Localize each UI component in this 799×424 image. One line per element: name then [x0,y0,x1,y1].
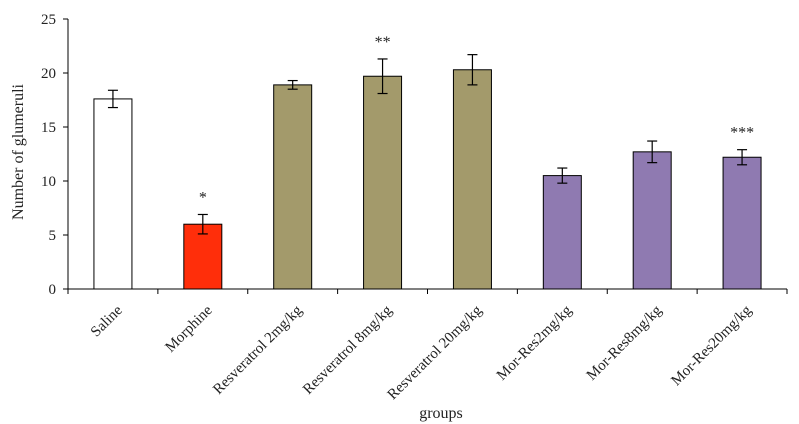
significance-marker: ** [375,34,391,51]
error-bar [647,140,658,164]
bars [93,69,762,290]
error-bars [107,54,748,235]
x-tick-label: Resveratrol 2mg/kg [210,302,306,398]
y-tick-label: 15 [41,120,56,136]
error-bar [377,58,388,95]
x-tick-label: Morphine [162,302,215,355]
bar [722,156,762,290]
significance-marker: *** [730,125,754,142]
x-tick-label: Resveratrol 20mg/kg [385,302,486,403]
y-tick-label: 0 [49,282,57,298]
error-bar [467,54,478,86]
x-axis-title: groups [419,405,463,422]
bar [273,84,313,290]
y-axis-title: Number of glumeruli [10,83,27,220]
x-tick-label: Resveratrol 8mg/kg [300,302,396,398]
significance-marker: * [199,189,207,206]
bar [452,69,492,290]
bar [93,98,133,290]
error-bar [737,149,748,166]
bar [363,75,403,290]
bar [632,151,672,290]
bar [542,175,582,290]
x-tick-label: Mor-Res2mg/kg [494,302,576,384]
significance-markers: ****** [199,34,754,207]
y-tick-label: 10 [41,174,56,190]
x-tick-label: Mor-Res20mg/kg [668,302,755,389]
y-tick-label: 20 [41,66,56,82]
error-bar [107,89,118,109]
y-tick-label: 5 [49,228,57,244]
error-bar [197,213,208,235]
error-bar [287,79,298,90]
x-tick-label: Saline [88,302,126,340]
error-bar [557,167,568,184]
bar [183,223,223,290]
y-ticks: 0 5 10 15 20 25 [41,12,788,298]
y-tick-label: 25 [41,12,56,28]
x-tick-label: Mor-Res8mg/kg [584,302,666,384]
